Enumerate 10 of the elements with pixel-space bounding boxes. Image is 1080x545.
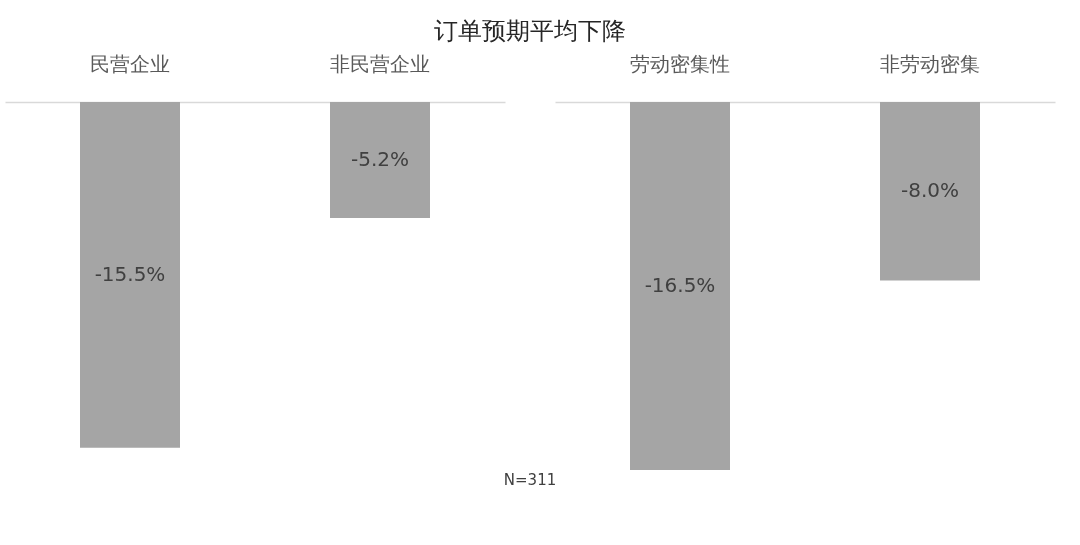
data-label: -8.0% (900, 178, 960, 203)
text: N=311 (503, 471, 557, 489)
data-label: -15.5% (94, 261, 166, 286)
data-label: -5.2% (350, 146, 410, 171)
x-tick-label: 劳动密集性 (630, 51, 730, 76)
x-tick-label: 非劳动密集 (880, 51, 980, 76)
chart-title: 订单预期平均下降 (434, 17, 626, 45)
data-label: -16.5% (644, 273, 716, 297)
x-tick-label: 民营企业 (90, 51, 170, 76)
x-tick-label: 非民营企业 (330, 51, 430, 76)
